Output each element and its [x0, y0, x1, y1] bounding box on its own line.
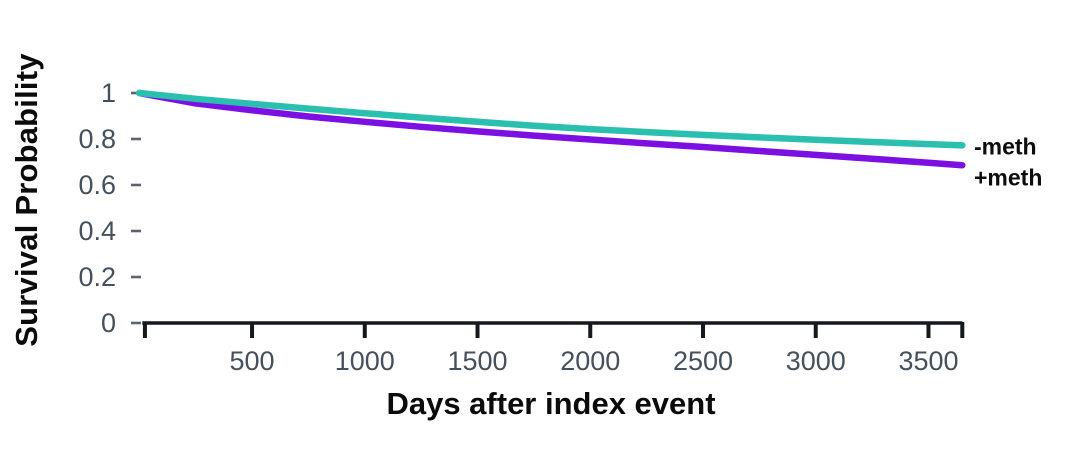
x-axis-title: Days after index event — [386, 386, 716, 421]
y-axis-title: Survival Probability — [9, 53, 44, 347]
series-line-+meth — [136, 89, 966, 169]
y-tick-label: 1 — [101, 78, 116, 108]
y-tick-label: 0.6 — [78, 170, 116, 200]
y-tick-label: 0.8 — [78, 124, 116, 154]
x-tick-label: 2000 — [560, 346, 620, 376]
x-tick-label: 3000 — [786, 346, 846, 376]
y-tick-label: 0 — [101, 308, 116, 338]
series-line--meth — [136, 89, 966, 149]
x-tick-label: 1000 — [335, 346, 395, 376]
y-tick-label: 0.4 — [78, 216, 116, 246]
x-tick-label: 3500 — [898, 346, 958, 376]
y-tick-label: 0.2 — [78, 262, 116, 292]
series-label-plus-meth: +meth — [974, 164, 1043, 191]
x-tick-label: 500 — [230, 346, 275, 376]
x-tick-label: 1500 — [447, 346, 507, 376]
x-tick-label: 2500 — [673, 346, 733, 376]
series-label-minus-meth: -meth — [974, 133, 1037, 160]
